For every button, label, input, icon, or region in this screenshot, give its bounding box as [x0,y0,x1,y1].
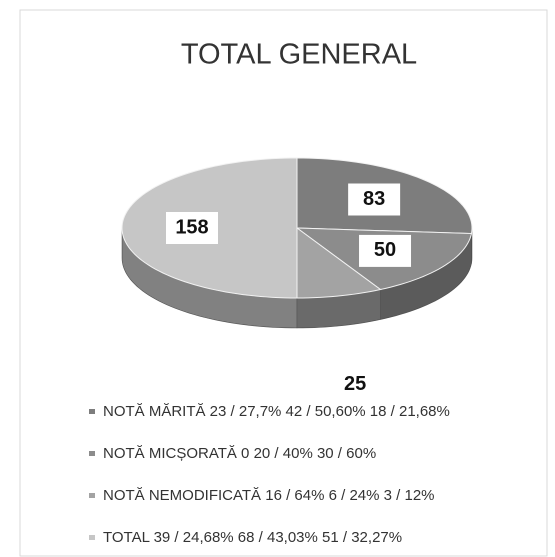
legend-swatch [89,535,95,540]
data-label-box [348,183,401,216]
legend-label: TOTAL 39 / 24,68% 68 / 43,03% 51 / 32,27… [103,529,402,546]
legend-label: NOTĂ NEMODIFICATĂ 16 / 64% 6 / 24% 3 / 1… [103,487,435,504]
pie-side-shade [122,228,297,328]
data-label: 25 [344,373,366,395]
data-label-box [359,234,412,267]
pie-side-shade [380,233,472,320]
legend-swatch [89,409,95,414]
legend-swatch [89,493,95,498]
chart-title: TOTAL GENERAL [181,39,417,71]
data-label-box [166,212,218,244]
legend-swatch [89,451,95,456]
data-label: 158 [175,216,208,238]
pie-side-shade [297,289,381,328]
data-label: 83 [363,188,385,210]
legend-label: NOTĂ MĂRITĂ 23 / 27,7% 42 / 50,60% 18 / … [103,403,450,420]
pie-slice [296,227,382,299]
legend-label: NOTĂ MICȘORATĂ 0 20 / 40% 30 / 60% [103,445,376,462]
data-label: 50 [374,239,396,261]
